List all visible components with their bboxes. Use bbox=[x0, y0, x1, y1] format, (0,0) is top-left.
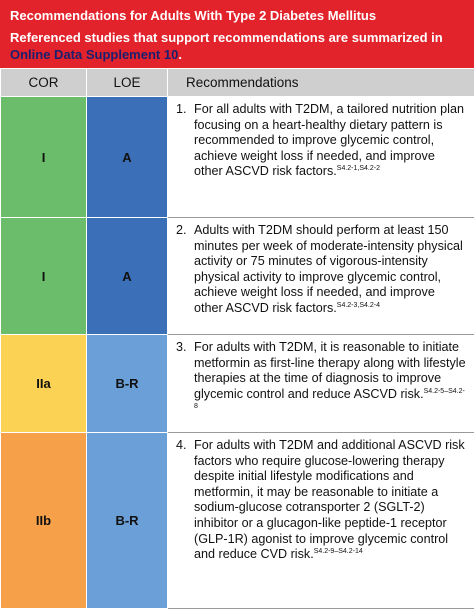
number: 3. bbox=[176, 340, 187, 354]
header: Recommendations for Adults With Type 2 D… bbox=[0, 0, 474, 68]
title: Recommendations for Adults With Type 2 D… bbox=[10, 8, 377, 23]
number: 1. bbox=[176, 102, 187, 116]
number: 2. bbox=[176, 223, 187, 237]
recommendation-table: COR LOE Recommendations I A 1. For all ad… bbox=[0, 68, 474, 609]
refs: S4.2-1,S4.2-2 bbox=[336, 165, 380, 173]
recommendation: 4. For adults with T2DM and additional AS… bbox=[167, 432, 474, 609]
number: 4. bbox=[176, 438, 187, 452]
row: I A 1. For all adults with T2DM, a tailor… bbox=[0, 96, 474, 218]
supplement-link[interactable]: Online Data Supplement 10 bbox=[10, 47, 179, 62]
column-header: LOE bbox=[86, 68, 168, 97]
text: For adults with T2DM and additional ASCV… bbox=[194, 438, 465, 562]
subtitle-end: . bbox=[178, 47, 182, 62]
cor: IIa bbox=[0, 334, 87, 433]
cor: IIb bbox=[0, 432, 87, 609]
loe: A bbox=[86, 96, 168, 218]
subtitle-line: Referenced studies that support recommen… bbox=[10, 29, 464, 63]
row: IIa B-R 3. For adults with T2DM, it is re… bbox=[0, 334, 474, 433]
loe: A bbox=[86, 217, 168, 335]
text: For adults with T2DM, it is reasonable t… bbox=[194, 340, 466, 401]
row: I A 2. Adults with T2DM should perform at… bbox=[0, 217, 474, 335]
text: For all adults with T2DM, a tailored nut… bbox=[194, 102, 464, 179]
loe: B-R bbox=[86, 334, 168, 433]
cor: I bbox=[0, 217, 87, 335]
recommendation: 3. For adults with T2DM, it is reasonable… bbox=[167, 334, 474, 433]
column-header: COR bbox=[0, 68, 87, 97]
refs: S4.2-5–S4.2-8 bbox=[194, 387, 465, 411]
row: IIb B-R 4. For adults with T2DM and addit… bbox=[0, 432, 474, 609]
header-row: COR LOE Recommendations bbox=[0, 68, 474, 97]
column-header: Recommendations bbox=[167, 68, 474, 97]
recommendation: 2. Adults with T2DM should perform at lea… bbox=[167, 217, 474, 335]
refs: S4.2-3,S4.2-4 bbox=[336, 301, 380, 309]
text: Adults with T2DM should perform at least… bbox=[194, 223, 463, 315]
refs: S4.2-9–S4.2-14 bbox=[313, 547, 363, 555]
cor: I bbox=[0, 96, 87, 218]
recommendation: 1. For all adults with T2DM, a tailored n… bbox=[167, 96, 474, 218]
subtitle: Referenced studies that support recommen… bbox=[10, 30, 443, 45]
loe: B-R bbox=[86, 432, 168, 609]
